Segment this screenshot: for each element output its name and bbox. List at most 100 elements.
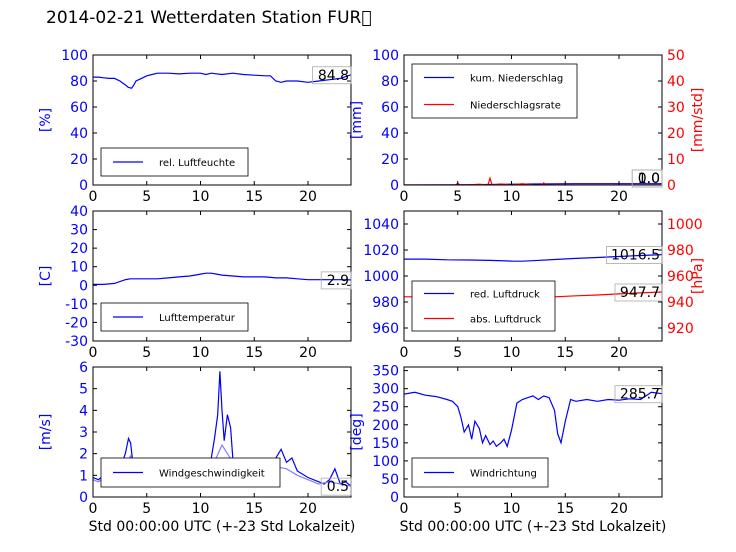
y-tick-label: 250 xyxy=(372,400,399,416)
x-tick-label: 20 xyxy=(299,189,317,205)
y-tick-label: -10 xyxy=(65,297,88,313)
x-tick-label: 15 xyxy=(556,501,574,517)
x-tick-label: 15 xyxy=(245,501,263,517)
x-tick-label: 0 xyxy=(89,345,98,361)
x-tick-label: 0 xyxy=(400,501,409,517)
y-tick-label: 50 xyxy=(381,472,399,488)
y-tick-label-right: 940 xyxy=(667,295,694,311)
y-tick-label: 40 xyxy=(70,204,88,220)
axes-frame xyxy=(92,54,352,186)
y-tick-label: 6 xyxy=(79,360,88,376)
y-tick-label: 0 xyxy=(390,178,399,194)
x-tick-label: 20 xyxy=(610,345,628,361)
legend-label: red. Luftdruck xyxy=(470,290,540,301)
y-tick-label: 100 xyxy=(372,454,399,470)
y-tick-label-right: 1000 xyxy=(667,217,703,233)
panel-humidity: 0 5 10 15 20 0 20 40 60 80 100 [%] 84.8 rel. Luftfeuc… xyxy=(38,48,352,205)
x-tick-label: 20 xyxy=(610,501,628,517)
y-tick-label: 350 xyxy=(372,364,399,380)
y-tick-label-right: 50 xyxy=(667,48,685,64)
x-tick-label: 15 xyxy=(556,345,574,361)
y-tick-label: 80 xyxy=(381,74,399,90)
legend-label: Windrichtung xyxy=(470,469,537,480)
legend-label: abs. Luftdruck xyxy=(470,315,541,326)
x-tick-label: 10 xyxy=(503,501,521,517)
x-axis-label: Std 00:00:00 UTC (+-23 Std Lokalzeit) xyxy=(89,519,356,535)
y-tick-label-right: 920 xyxy=(667,321,694,337)
series-line-pressure-0 xyxy=(404,254,662,262)
y-tick-label: 30 xyxy=(70,223,88,239)
y-axis-label: [C] xyxy=(38,266,54,287)
last-value-label: 0.5 xyxy=(327,479,349,495)
y-tick-label: 5 xyxy=(79,382,88,398)
y-tick-label-right: 20 xyxy=(667,126,685,142)
y-axis-label-right: [mm/std] xyxy=(690,88,706,153)
last-value-label-right-box xyxy=(614,283,663,302)
x-tick-label: 10 xyxy=(192,501,210,517)
series-line-temperature-0 xyxy=(93,272,351,285)
y-tick-label-right: 40 xyxy=(667,74,685,90)
y-tick-label: 1040 xyxy=(363,217,399,233)
y-tick-label: 20 xyxy=(70,152,88,168)
x-tick-label: 15 xyxy=(245,189,263,205)
y-axis-label: [deg] xyxy=(349,413,365,450)
y-tick-label-right: 980 xyxy=(667,243,694,259)
y-tick-label-right: 10 xyxy=(667,152,685,168)
legend-label: rel. Luftfeuchte xyxy=(159,158,235,169)
x-tick-label: 20 xyxy=(299,345,317,361)
y-tick-label: 40 xyxy=(70,126,88,142)
series-line-precip-1 xyxy=(404,176,662,185)
last-value-label: 2.9 xyxy=(327,273,349,289)
last-value-label: 285.7 xyxy=(620,387,660,403)
last-value-label-box xyxy=(312,66,352,85)
last-value-label-box xyxy=(320,271,352,290)
axes-frame xyxy=(403,54,663,186)
x-axis-label: Std 00:00:00 UTC (+-23 Std Lokalzeit) xyxy=(400,519,667,535)
x-tick-label: 5 xyxy=(453,345,462,361)
y-tick-label: 1000 xyxy=(363,269,399,285)
last-value-label-right-box xyxy=(631,169,663,188)
y-tick-label: 3 xyxy=(79,425,88,441)
y-tick-label: 0 xyxy=(79,490,88,506)
legend-box xyxy=(411,63,578,119)
y-tick-label-right: 960 xyxy=(667,269,694,285)
legend-label: Niederschlagsrate xyxy=(470,101,561,112)
y-tick-label: 300 xyxy=(372,382,399,398)
last-value-label-box xyxy=(320,477,352,496)
y-axis-label: [mm] xyxy=(349,101,365,139)
last-value-label-right: 947.7 xyxy=(620,285,660,301)
x-tick-label: 5 xyxy=(142,501,151,517)
legend-label: Lufttemperatur xyxy=(159,313,236,324)
y-axis-label: [%] xyxy=(38,108,54,132)
y-tick-label: 200 xyxy=(372,418,399,434)
x-tick-label: 5 xyxy=(142,189,151,205)
x-tick-label: 10 xyxy=(192,189,210,205)
last-value-label-box xyxy=(606,246,663,264)
y-tick-label: 40 xyxy=(381,126,399,142)
y-tick-label: 2 xyxy=(79,447,88,463)
y-tick-label: 1 xyxy=(79,468,88,484)
legend-box xyxy=(100,147,249,177)
y-tick-label: -30 xyxy=(65,334,88,350)
panel-temperature: 0 5 10 15 20 -30 -20 -10 0 10 20 30 40 [C] 2.9 Lufttemp… xyxy=(38,204,352,361)
x-tick-label: 0 xyxy=(400,345,409,361)
y-tick-label: 100 xyxy=(61,48,88,64)
x-tick-label: 10 xyxy=(192,345,210,361)
y-tick-label: 1020 xyxy=(363,243,399,259)
y-tick-label: 20 xyxy=(381,152,399,168)
legend-label: kum. Niederschlag xyxy=(470,74,563,85)
figure-title: 2014-02-21 Wetterdaten Station FUR  xyxy=(46,8,372,28)
y-tick-label-right: 30 xyxy=(667,100,685,116)
panel-precip: 0 5 10 15 20 0 20 40 60 80 100 0 10 20 30 40 50 [mm] [mm/s… xyxy=(349,48,706,205)
series-line-wind_direction-0 xyxy=(404,391,662,449)
y-tick-label-right: 0 xyxy=(667,178,676,194)
x-tick-label: 20 xyxy=(299,501,317,517)
series-line-wind_speed-0 xyxy=(93,371,351,487)
y-tick-label: 20 xyxy=(70,241,88,257)
y-tick-label: 150 xyxy=(372,436,399,452)
last-value-label: 84.8 xyxy=(318,68,349,84)
x-tick-label: 10 xyxy=(503,189,521,205)
y-tick-label: 60 xyxy=(70,100,88,116)
